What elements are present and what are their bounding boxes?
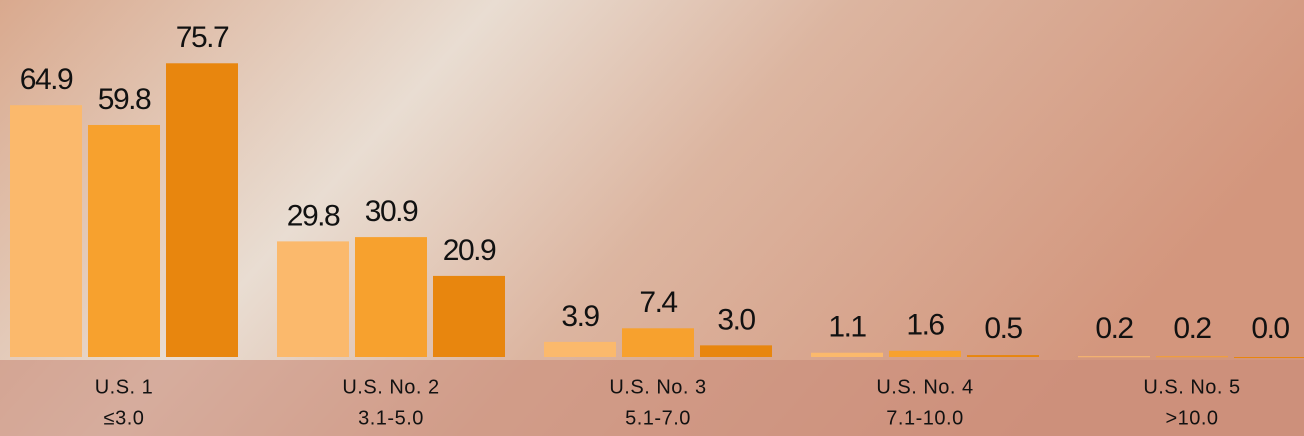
value-label: 7.4: [639, 286, 677, 319]
bar: [10, 105, 82, 357]
category-label: U.S. No. 2: [342, 376, 439, 398]
value-label: 59.8: [98, 83, 151, 116]
value-label: 3.9: [561, 300, 599, 333]
value-label: 0.0: [1251, 312, 1289, 345]
bar: [88, 124, 160, 357]
bar: [355, 237, 427, 357]
category-label: U.S. No. 4: [876, 376, 973, 398]
value-label: 30.9: [365, 195, 418, 228]
value-label: 0.5: [984, 312, 1022, 345]
category-label: U.S. No. 5: [1143, 376, 1240, 398]
value-label: 64.9: [20, 63, 73, 96]
bar: [1078, 356, 1150, 358]
value-label: 1.1: [828, 311, 866, 344]
bar: [544, 341, 616, 357]
value-label: 0.2: [1173, 312, 1211, 345]
category-label: ≤3.0: [104, 407, 145, 429]
category-label: 5.1-7.0: [625, 407, 691, 429]
bar: [433, 275, 505, 357]
bar: [622, 328, 694, 357]
bar: [1156, 356, 1228, 358]
value-label: 0.2: [1095, 312, 1133, 345]
bar: [700, 345, 772, 357]
value-label: 75.7: [176, 21, 229, 54]
bar: [889, 350, 961, 357]
bar: [967, 355, 1039, 357]
value-label: 20.9: [443, 234, 496, 267]
bar: [811, 352, 883, 357]
background-floor: [0, 360, 1304, 436]
value-label: 3.0: [717, 303, 755, 336]
bar: [277, 241, 349, 357]
category-label: U.S. 1: [95, 376, 154, 398]
bar: [166, 63, 238, 358]
value-label: 29.8: [287, 199, 340, 232]
category-label: 3.1-5.0: [358, 407, 424, 429]
bar: [1234, 357, 1304, 358]
category-label: U.S. No. 3: [609, 376, 706, 398]
category-label: >10.0: [1165, 407, 1218, 429]
category-label: 7.1-10.0: [886, 407, 963, 429]
value-label: 1.6: [906, 309, 944, 342]
